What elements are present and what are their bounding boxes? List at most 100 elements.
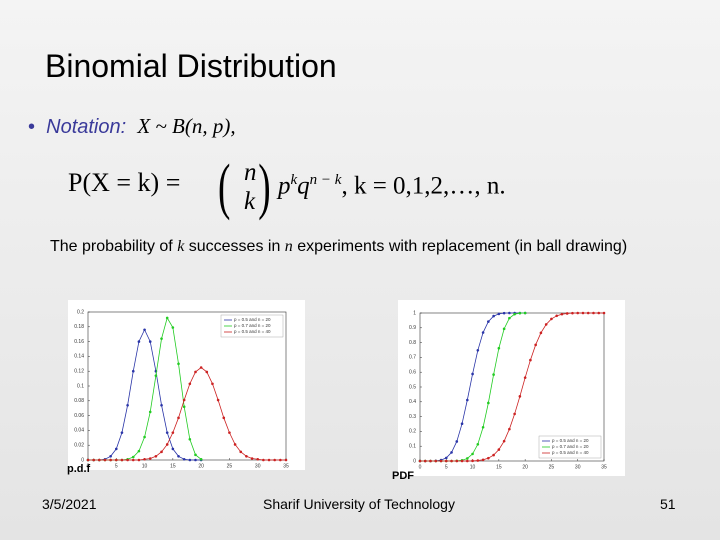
q-exp: n − k: [309, 172, 342, 188]
x-tick-label: 5: [115, 463, 118, 469]
data-point: [434, 459, 438, 463]
data-point: [205, 370, 209, 374]
data-point: [137, 449, 141, 453]
y-tick-label: 0.3: [409, 414, 416, 420]
data-point: [544, 323, 548, 326]
data-point: [550, 317, 553, 321]
data-point: [508, 311, 511, 315]
footer-page: 51: [660, 496, 676, 512]
x-tick-label: 5: [445, 464, 448, 470]
data-point: [177, 455, 180, 458]
data-point: [576, 311, 580, 315]
data-point: [455, 440, 459, 443]
data-point: [109, 455, 112, 458]
data-point: [126, 458, 129, 462]
data-point: [592, 311, 595, 315]
data-point: [471, 452, 474, 456]
x-tick-label: 25: [549, 464, 555, 470]
data-point: [177, 416, 180, 420]
x-tick-label: 30: [255, 463, 261, 469]
data-point: [492, 373, 495, 376]
bullet: • Notation: X ~ B(n, p),: [28, 114, 236, 138]
data-point: [466, 398, 469, 402]
y-tick-label: 0.1: [409, 444, 416, 450]
data-point: [199, 457, 203, 461]
data-point: [597, 311, 601, 315]
q: q: [297, 172, 310, 200]
x-tick-label: 15: [170, 463, 176, 469]
data-point: [460, 422, 464, 426]
data-point: [476, 442, 480, 446]
data-point: [160, 403, 163, 407]
data-point: [497, 312, 501, 316]
data-point: [450, 459, 453, 463]
data-point: [222, 416, 226, 420]
data-point: [539, 331, 543, 335]
data-point: [216, 398, 220, 402]
data-point: [439, 459, 443, 463]
data-point: [497, 346, 501, 350]
data-point: [455, 459, 459, 463]
data-point: [148, 410, 152, 414]
x-tick-label: 15: [496, 464, 502, 470]
data-point: [182, 457, 186, 461]
data-point: [450, 451, 453, 454]
x-tick-label: 0: [87, 463, 90, 469]
legend-label: p = 0.5 and n = 20: [552, 438, 589, 443]
data-point: [508, 427, 511, 431]
x-tick-label: 30: [575, 464, 581, 470]
slide-title: Binomial Distribution: [45, 48, 337, 84]
y-tick-label: 0.7: [409, 355, 416, 361]
data-point: [131, 458, 135, 462]
data-point: [429, 459, 432, 463]
data-point: [211, 382, 214, 386]
binom-top: n: [244, 159, 257, 186]
legend-box: [220, 314, 284, 338]
x-tick-label: 20: [522, 464, 528, 470]
data-point: [555, 314, 558, 318]
data-point: [143, 457, 146, 461]
data-point: [476, 459, 480, 462]
data-point: [508, 316, 511, 320]
data-point: [131, 369, 135, 373]
data-point: [460, 459, 464, 463]
data-point: [148, 457, 152, 460]
y-tick-label: 0.12: [74, 369, 84, 375]
data-point: [571, 311, 574, 315]
data-point: [256, 457, 260, 461]
legend-label: p = 0.5 and n = 40: [234, 329, 271, 334]
data-point: [182, 398, 186, 402]
data-point: [114, 458, 118, 462]
data-point: [177, 362, 180, 366]
y-tick-label: 0.2: [409, 429, 416, 435]
y-tick-label: 0.1: [77, 383, 84, 389]
caption: PDF: [392, 470, 414, 482]
data-point: [188, 458, 192, 462]
data-point: [143, 435, 146, 439]
data-point: [466, 459, 469, 463]
x-tick-label: 0: [419, 464, 422, 470]
data-point: [518, 395, 522, 398]
data-point: [92, 458, 95, 462]
bullet-label: Notation:: [46, 116, 127, 138]
data-point: [154, 455, 158, 458]
y-tick-label: 0: [413, 458, 416, 464]
data-point: [497, 448, 501, 451]
data-point: [565, 312, 569, 315]
footer-date: 3/5/2021: [42, 496, 97, 512]
y-tick-label: 0.5: [409, 384, 416, 390]
data-point: [165, 431, 169, 434]
data-point: [194, 370, 197, 374]
y-tick-label: 0.02: [74, 443, 84, 449]
data-point: [502, 311, 506, 315]
data-point: [471, 459, 474, 463]
data-point: [120, 458, 124, 462]
y-tick-label: 0.08: [74, 398, 84, 404]
data-point: [98, 458, 101, 462]
data-point: [160, 337, 163, 340]
data-point: [273, 458, 276, 462]
bullet-formula: X ~ B(n, p),: [137, 114, 236, 138]
data-point: [137, 340, 141, 343]
data-point: [126, 403, 129, 407]
